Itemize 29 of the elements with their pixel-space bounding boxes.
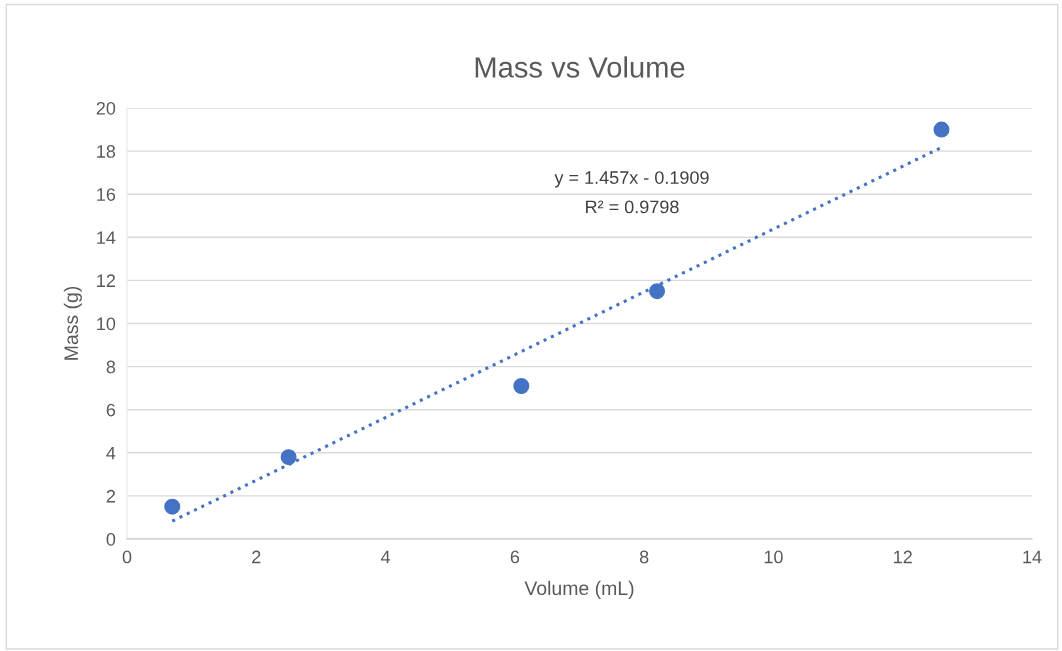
x-tick-label: 14 — [1023, 550, 1042, 564]
annotation: y = 1.457x - 0.1909 — [554, 171, 709, 188]
point — [280, 449, 297, 466]
y-tick-label: 16 — [97, 188, 116, 201]
y-tick-label: 2 — [106, 489, 115, 503]
y-tick-label: 10 — [97, 317, 116, 331]
y-tick-label: 6 — [106, 403, 116, 417]
x-tick-label: 6 — [510, 550, 520, 564]
x-tick-label: 8 — [639, 550, 649, 564]
y-tick-label: 8 — [106, 360, 116, 374]
x-tick-label: 0 — [122, 550, 132, 564]
y-tick-label: 18 — [97, 145, 116, 158]
point — [933, 121, 950, 138]
y-tick-label: 4 — [106, 446, 116, 460]
x-tick-label: 10 — [764, 550, 783, 564]
y-tick-label: 20 — [96, 101, 116, 115]
x-axis-title: Volume (mL) — [524, 580, 634, 599]
chart-title: Mass vs Volume — [475, 56, 685, 78]
annotation: R² = 0.9798 — [586, 200, 679, 214]
point — [649, 283, 666, 300]
point — [513, 378, 530, 394]
y-tick-label: 0 — [106, 532, 116, 546]
y-tick-label: 14 — [97, 231, 116, 244]
y-tick-label: 12 — [97, 274, 115, 287]
y-axis-title: Mass (g) — [63, 286, 82, 360]
x-tick-label: 4 — [380, 550, 391, 564]
x-tick-label: 12 — [894, 550, 912, 564]
x-tick-label: 2 — [252, 550, 261, 564]
point — [164, 498, 181, 515]
